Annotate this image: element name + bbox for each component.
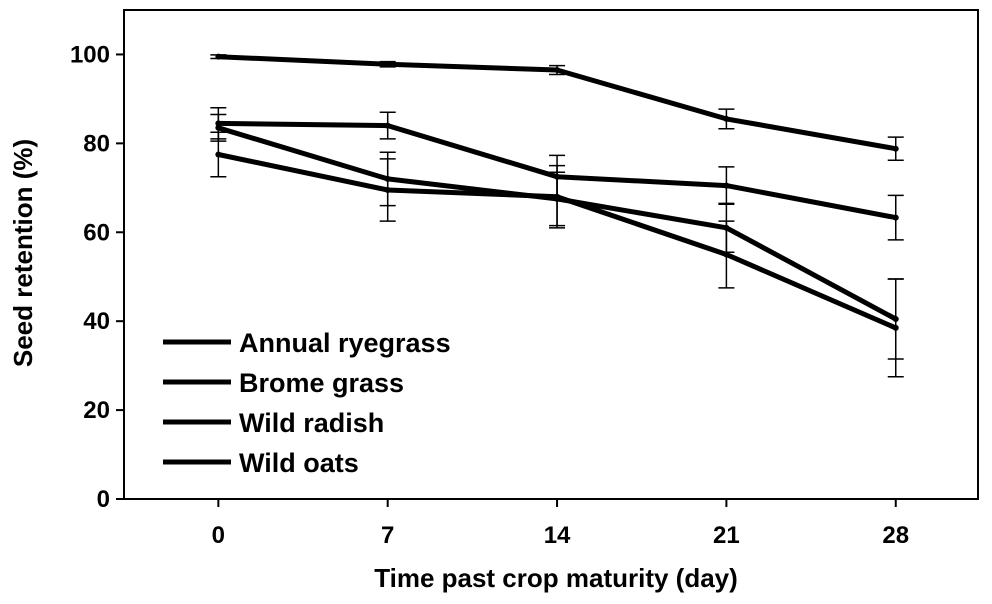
- series-group: [210, 131, 904, 378]
- y-tick-label: 20: [83, 397, 110, 424]
- y-tick-label: 60: [83, 219, 110, 246]
- x-tick-label: 21: [713, 522, 740, 549]
- chart-series: [210, 53, 904, 378]
- y-tick-label: 40: [83, 308, 110, 335]
- legend-label: Wild oats: [239, 448, 359, 478]
- legend-label: Brome grass: [239, 368, 404, 398]
- data-point: [215, 53, 222, 60]
- x-axis-title: Time past crop maturity (day): [374, 563, 738, 593]
- x-tick-label: 28: [882, 522, 909, 549]
- data-point: [723, 182, 730, 189]
- legend-label: Wild radish: [239, 408, 384, 438]
- data-point: [723, 251, 730, 258]
- series-group: [210, 53, 904, 162]
- x-tick-label: 7: [381, 522, 394, 549]
- data-point: [384, 61, 391, 68]
- data-point: [554, 67, 561, 74]
- legend-label: Annual ryegrass: [239, 328, 451, 358]
- chart-axes: 0 20 40 60 80 100 0 7 14 21 28: [70, 9, 979, 549]
- chart-legend: Annual ryegrass Brome grass Wild radish Wil…: [163, 328, 451, 478]
- y-tick-label: 100: [70, 41, 110, 68]
- y-axis-title: Seed retention (%): [8, 139, 38, 367]
- x-tick-label: 0: [212, 522, 225, 549]
- data-point: [892, 214, 899, 221]
- data-point: [892, 145, 899, 152]
- data-point: [215, 124, 222, 131]
- plot-frame: [123, 9, 979, 500]
- data-point: [554, 193, 561, 200]
- x-tick-label: 14: [544, 522, 571, 549]
- data-point: [384, 187, 391, 194]
- data-point: [215, 151, 222, 158]
- data-point: [892, 324, 899, 331]
- y-tick-label: 80: [83, 130, 110, 157]
- series-group: [210, 113, 904, 360]
- data-point: [723, 115, 730, 122]
- y-tick-label: 0: [97, 486, 110, 513]
- data-point: [384, 122, 391, 129]
